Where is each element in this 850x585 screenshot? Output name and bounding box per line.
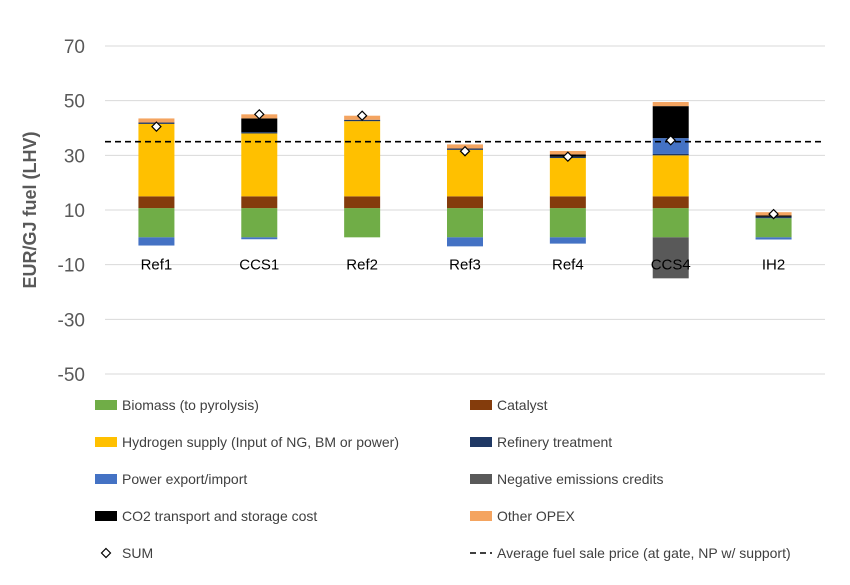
bar-segment	[241, 118, 278, 133]
legend-swatch	[95, 437, 117, 447]
legend: Biomass (to pyrolysis) Catalyst Hydrogen s…	[95, 397, 791, 561]
legend-swatch	[95, 511, 117, 521]
bars	[138, 102, 792, 279]
legend-label: CO2 transport and storage cost	[122, 508, 317, 524]
legend-label: Refinery treatment	[497, 434, 612, 450]
bar-segment	[447, 196, 483, 209]
legend-swatch	[470, 400, 492, 410]
bar-segment	[241, 208, 278, 238]
bar-segment	[549, 196, 586, 209]
legend-swatch	[95, 474, 117, 484]
sum-marker	[459, 145, 471, 157]
category-label: IH2	[762, 257, 785, 274]
sum-marker	[253, 108, 265, 120]
bar-segment	[241, 133, 278, 197]
bar-segment	[549, 208, 586, 238]
bar-segment	[344, 121, 381, 197]
category-labels: Ref1 CCS1 Ref2 Ref3 Ref4 CCS4 IH2	[141, 257, 786, 274]
bar-segment	[652, 153, 689, 156]
bar-segment	[652, 155, 689, 197]
bar-segment	[549, 158, 586, 197]
legend-label: SUM	[122, 545, 153, 561]
y-tick-label: -30	[58, 310, 85, 331]
sum-marker	[356, 110, 368, 122]
legend-label: Biomass (to pyrolysis)	[122, 397, 259, 413]
bar-segment	[652, 237, 689, 279]
bar-segment	[447, 208, 483, 238]
bar-segment	[241, 132, 278, 134]
sum-marker	[151, 121, 162, 132]
sum-marker	[665, 134, 677, 146]
legend-label: Hydrogen supply (Input of NG, BM or powe…	[122, 434, 399, 450]
bar-segment	[652, 106, 689, 139]
y-tick-label: -50	[58, 365, 85, 386]
y-tick-label: 30	[64, 146, 85, 167]
legend-label: Negative emissions credits	[497, 471, 664, 487]
y-axis-tick-labels: 70 50 30 10 -10 -30 -50	[58, 37, 85, 386]
sum-marker	[562, 151, 574, 163]
category-label: CCS4	[651, 257, 691, 274]
bar-segment	[241, 237, 278, 240]
bar-segment	[755, 237, 792, 240]
category-label: Ref3	[449, 257, 481, 274]
legend-swatch	[470, 511, 492, 521]
sum-markers	[151, 108, 779, 220]
bar-segment	[138, 237, 175, 246]
category-label: Ref2	[346, 257, 378, 274]
bar-segment	[344, 208, 381, 238]
legend-swatch	[95, 400, 117, 410]
y-axis-label: EUR/GJ fuel (LHV)	[20, 131, 40, 288]
sum-marker	[768, 208, 779, 220]
y-tick-label: 10	[64, 201, 85, 222]
legend-swatch	[470, 474, 492, 484]
bar-segment	[138, 196, 175, 209]
legend-sum-marker	[100, 547, 112, 559]
legend-label: Catalyst	[497, 397, 548, 413]
y-tick-label: -10	[58, 256, 85, 277]
legend-label: Power export/import	[122, 471, 247, 487]
bar-segment	[652, 102, 689, 107]
y-tick-label: 70	[64, 37, 85, 58]
bar-segment	[138, 123, 175, 197]
category-label: CCS1	[239, 257, 279, 274]
bar-segment	[138, 208, 175, 238]
bar-segment	[652, 196, 689, 209]
bar-segment	[652, 208, 689, 238]
bar-segment	[241, 196, 278, 209]
bar-segment	[344, 196, 381, 209]
bar-segment	[447, 149, 483, 197]
bar-segment	[755, 218, 792, 238]
bar-segment	[549, 237, 586, 244]
bar-segment	[447, 237, 483, 247]
legend-swatch	[470, 437, 492, 447]
category-label: Ref1	[141, 257, 173, 274]
category-label: Ref4	[552, 257, 584, 274]
bar-segment	[138, 118, 175, 123]
y-tick-label: 50	[64, 92, 85, 113]
legend-label: Average fuel sale price (at gate, NP w/ …	[497, 545, 791, 561]
legend-label: Other OPEX	[497, 508, 575, 524]
